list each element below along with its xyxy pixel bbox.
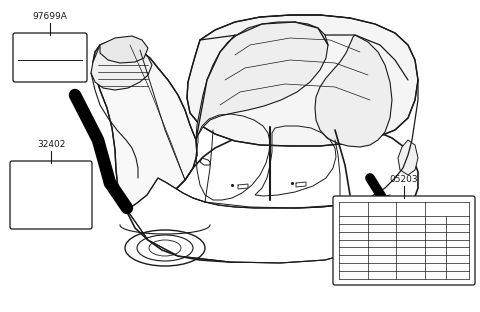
Polygon shape: [127, 126, 418, 262]
Text: 32402: 32402: [37, 140, 65, 149]
Polygon shape: [315, 35, 392, 147]
FancyBboxPatch shape: [13, 33, 87, 82]
Polygon shape: [398, 140, 418, 175]
FancyBboxPatch shape: [333, 196, 475, 285]
Text: 97699A: 97699A: [33, 12, 67, 21]
Text: 05203: 05203: [390, 175, 418, 184]
Polygon shape: [127, 178, 408, 263]
Polygon shape: [196, 22, 328, 140]
Polygon shape: [100, 36, 148, 63]
Polygon shape: [91, 42, 152, 90]
Polygon shape: [93, 42, 197, 210]
Polygon shape: [187, 15, 418, 146]
FancyBboxPatch shape: [10, 161, 92, 229]
